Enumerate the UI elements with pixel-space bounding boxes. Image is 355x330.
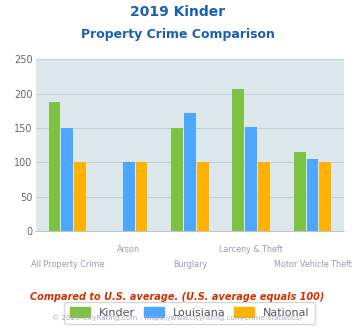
Text: All Property Crime: All Property Crime — [31, 260, 104, 269]
Bar — [74, 162, 86, 231]
Text: Motor Vehicle Theft: Motor Vehicle Theft — [274, 260, 351, 269]
Bar — [136, 162, 147, 231]
Text: Larceny & Theft: Larceny & Theft — [219, 245, 283, 254]
Text: Property Crime Comparison: Property Crime Comparison — [81, 28, 274, 41]
Bar — [61, 128, 73, 231]
Bar — [123, 162, 135, 231]
Bar — [306, 159, 318, 231]
Bar — [294, 152, 306, 231]
Text: © 2025 CityRating.com - https://www.cityrating.com/crime-statistics/: © 2025 CityRating.com - https://www.city… — [53, 314, 302, 321]
Bar — [233, 89, 244, 231]
Text: 2019 Kinder: 2019 Kinder — [130, 5, 225, 19]
Bar — [49, 102, 60, 231]
Bar — [171, 128, 183, 231]
Text: Compared to U.S. average. (U.S. average equals 100): Compared to U.S. average. (U.S. average … — [30, 292, 325, 302]
Legend: Kinder, Louisiana, National: Kinder, Louisiana, National — [64, 302, 316, 324]
Bar — [197, 162, 209, 231]
Text: Arson: Arson — [117, 245, 140, 254]
Text: Burglary: Burglary — [173, 260, 207, 269]
Bar — [258, 162, 270, 231]
Bar — [320, 162, 331, 231]
Bar — [245, 127, 257, 231]
Bar — [184, 113, 196, 231]
